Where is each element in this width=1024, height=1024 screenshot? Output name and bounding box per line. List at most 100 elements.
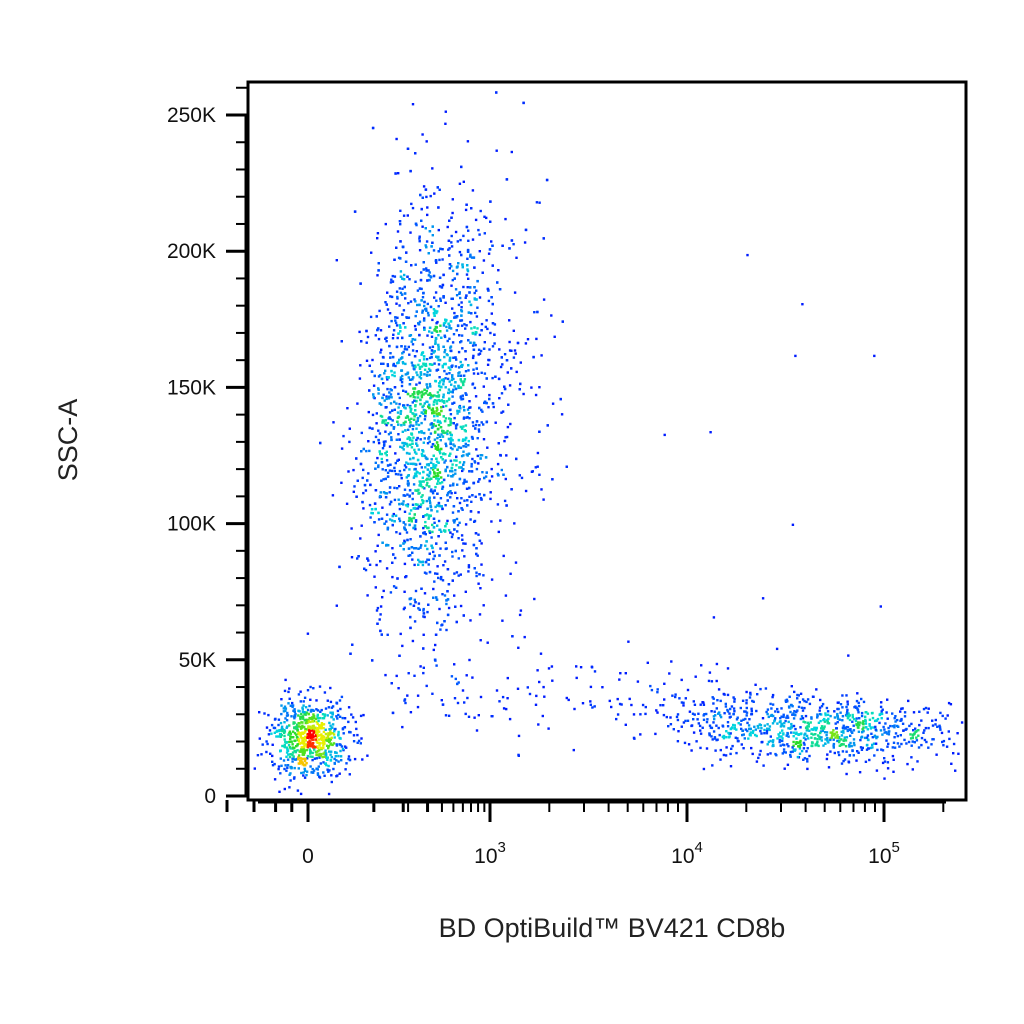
event-dot xyxy=(437,433,440,436)
event-dot xyxy=(377,533,380,537)
event-dot xyxy=(467,570,470,573)
event-dot xyxy=(480,408,483,412)
event-dot xyxy=(428,326,432,329)
event-dot xyxy=(419,484,423,487)
event-dot xyxy=(377,438,380,442)
event-dot xyxy=(437,348,440,351)
event-dot xyxy=(436,524,439,527)
event-dot xyxy=(428,271,431,274)
event-dot xyxy=(744,728,747,731)
event-dot xyxy=(485,216,488,220)
event-dot xyxy=(435,326,438,329)
event-dot xyxy=(455,316,458,319)
event-dot xyxy=(327,792,331,796)
event-dot xyxy=(912,729,915,732)
event-dot xyxy=(412,462,415,466)
event-dot xyxy=(464,523,468,526)
event-dot xyxy=(818,706,822,709)
event-dot xyxy=(386,291,389,294)
event-dot xyxy=(459,386,463,389)
event-dot xyxy=(463,499,466,502)
event-dot xyxy=(351,716,355,719)
event-dot xyxy=(900,719,903,722)
event-dot xyxy=(505,435,509,439)
event-dot xyxy=(407,376,410,379)
event-dot xyxy=(390,438,393,442)
event-dot xyxy=(329,731,333,735)
event-dot xyxy=(421,501,425,505)
event-dot xyxy=(453,385,456,388)
event-dot xyxy=(927,746,930,749)
event-dot xyxy=(316,733,319,736)
event-dot xyxy=(386,528,389,531)
event-dot xyxy=(411,412,414,415)
event-dot xyxy=(472,348,476,351)
event-dot xyxy=(278,729,281,732)
event-dot xyxy=(472,372,476,375)
event-dot xyxy=(627,640,630,643)
event-dot xyxy=(253,767,256,770)
event-dot xyxy=(893,726,896,729)
event-dot xyxy=(489,491,492,494)
event-dot xyxy=(462,542,465,545)
event-dot xyxy=(415,475,418,478)
event-dot xyxy=(917,729,920,732)
event-dot xyxy=(550,665,554,668)
event-dot xyxy=(439,497,443,500)
event-dot xyxy=(365,329,368,333)
event-dot xyxy=(444,110,447,113)
event-dot xyxy=(282,729,285,732)
event-dot xyxy=(307,718,310,722)
event-dot xyxy=(847,760,850,763)
event-dot xyxy=(379,351,382,354)
event-dot xyxy=(942,744,945,747)
event-dot xyxy=(412,516,416,520)
event-dot xyxy=(826,739,829,742)
event-dot xyxy=(386,475,390,478)
event-dot xyxy=(865,711,868,714)
event-dot xyxy=(401,336,404,340)
event-dot xyxy=(297,693,301,696)
event-dot xyxy=(505,504,508,507)
event-dot xyxy=(402,214,406,217)
event-dot xyxy=(432,400,436,403)
event-dot xyxy=(375,315,378,318)
event-dot xyxy=(398,358,401,362)
event-dot xyxy=(893,746,897,749)
event-dot xyxy=(444,714,448,717)
event-dot xyxy=(838,718,841,721)
event-dot xyxy=(450,284,453,287)
event-dot xyxy=(797,694,800,697)
event-dot xyxy=(424,188,428,191)
event-dot xyxy=(459,604,463,608)
event-dot xyxy=(404,326,407,329)
event-dot xyxy=(513,349,517,352)
event-dot xyxy=(291,753,294,757)
event-dot xyxy=(539,652,543,655)
y-axis-title: SSC-A xyxy=(53,399,83,482)
event-dot xyxy=(475,367,478,370)
event-dot xyxy=(517,646,520,649)
event-dot xyxy=(678,697,681,700)
event-dot xyxy=(705,712,708,716)
event-dot xyxy=(460,507,463,510)
event-dot xyxy=(427,252,430,255)
event-dot xyxy=(305,711,308,714)
event-dot xyxy=(816,714,819,718)
event-dot xyxy=(370,370,374,373)
event-dot xyxy=(414,300,417,303)
event-dot xyxy=(457,372,460,375)
event-dot xyxy=(538,473,541,476)
event-dot xyxy=(390,436,393,439)
event-dot xyxy=(336,774,339,777)
event-dot xyxy=(384,419,387,422)
event-dot xyxy=(394,472,398,476)
event-dot xyxy=(825,731,829,734)
event-dot xyxy=(466,257,469,260)
event-dot xyxy=(406,214,409,217)
event-dot xyxy=(367,440,370,443)
event-dot xyxy=(390,369,393,373)
event-dot xyxy=(803,733,806,736)
event-dot xyxy=(878,721,881,725)
event-dot xyxy=(418,303,421,307)
